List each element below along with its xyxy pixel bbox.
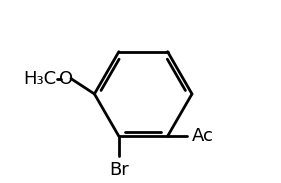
- Text: O: O: [59, 70, 74, 88]
- Text: H₃C: H₃C: [23, 70, 56, 88]
- Text: Ac: Ac: [192, 127, 214, 145]
- Text: Br: Br: [109, 160, 129, 179]
